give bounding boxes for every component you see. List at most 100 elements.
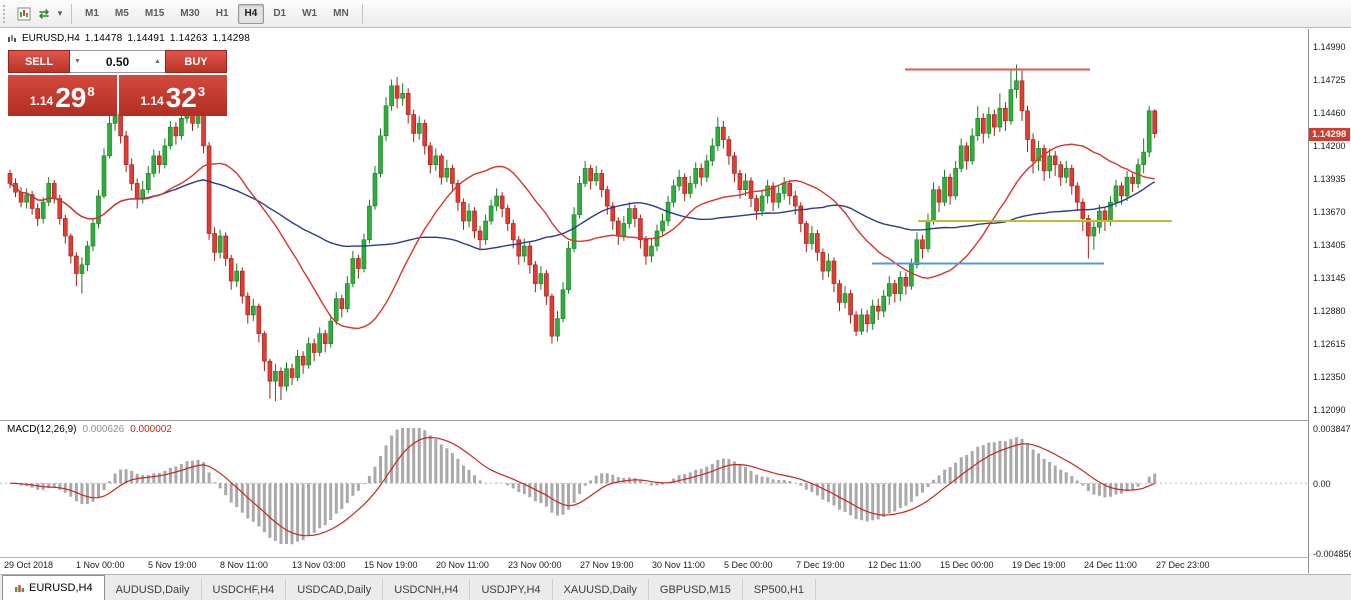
panel-separator[interactable] bbox=[0, 420, 1351, 421]
chart-window-icon bbox=[8, 34, 16, 42]
macd-name: MACD(12,26,9) bbox=[7, 424, 77, 435]
tab-usdchf-h4[interactable]: USDCHF,H4 bbox=[202, 579, 287, 600]
macd-panel[interactable] bbox=[0, 421, 1308, 557]
tab-gbpusd-m15[interactable]: GBPUSD,M15 bbox=[649, 579, 743, 600]
chart-tab-icon bbox=[15, 584, 24, 592]
chart-icon[interactable] bbox=[14, 4, 34, 24]
timeframe-m5-button[interactable]: M5 bbox=[108, 4, 136, 24]
macd-histogram bbox=[14, 428, 1157, 545]
time-axis-label: 5 Dec 00:00 bbox=[724, 560, 773, 570]
price-axis-label: 1.13935 bbox=[1313, 174, 1346, 185]
price-axis-label: 1.14990 bbox=[1313, 42, 1346, 52]
tab-label: USDCNH,H4 bbox=[394, 583, 459, 596]
macd-axis-label: -0.004856 bbox=[1313, 548, 1351, 559]
price-axis-label: 1.13670 bbox=[1313, 207, 1346, 218]
price-axis-label: 1.13145 bbox=[1313, 272, 1346, 283]
time-axis-label: 7 Dec 19:00 bbox=[796, 560, 845, 570]
buy-price-panel[interactable]: 1.14 32 3 bbox=[118, 75, 227, 116]
dropdown-caret-icon[interactable]: ▾ bbox=[57, 8, 63, 18]
tab-label: EURUSD,H4 bbox=[29, 582, 93, 594]
moving-average-fast-line bbox=[9, 143, 1155, 330]
timeframe-m15-button[interactable]: M15 bbox=[138, 4, 171, 24]
price-axis-label: 1.12350 bbox=[1313, 372, 1346, 383]
chart-tab-bar: EURUSD,H4 AUDUSD,Daily USDCHF,H4 USDCAD,Dai… bbox=[0, 574, 1351, 600]
bar-high-value: 1.14491 bbox=[127, 33, 165, 44]
tab-label: GBPUSD,M15 bbox=[659, 583, 731, 596]
time-axis-label: 20 Nov 11:00 bbox=[436, 560, 489, 570]
price-axis-label: 1.13405 bbox=[1313, 240, 1346, 251]
timeframe-h4-button[interactable]: H4 bbox=[237, 3, 265, 24]
sell-price-panel[interactable]: 1.14 29 8 bbox=[8, 75, 117, 116]
macd-axis-label: 0.00 bbox=[1313, 478, 1331, 489]
price-axis-label: 1.14200 bbox=[1313, 140, 1346, 151]
timeframe-m1-button[interactable]: M1 bbox=[78, 4, 106, 24]
macd-signal-value: 0.000002 bbox=[130, 424, 172, 435]
time-axis-label: 19 Dec 19:00 bbox=[1012, 560, 1066, 570]
tab-label: XAUUSD,Daily bbox=[563, 583, 637, 596]
time-axis-label: 1 Nov 00:00 bbox=[76, 560, 125, 570]
timeframe-h1-button[interactable]: H1 bbox=[209, 4, 236, 24]
time-axis-label: 24 Dec 11:00 bbox=[1084, 560, 1137, 570]
ask-price-pips: 32 bbox=[165, 82, 197, 113]
tab-label: AUDUSD,Daily bbox=[115, 583, 190, 596]
candles-layer bbox=[7, 80, 1158, 387]
sell-button[interactable]: SELL bbox=[8, 50, 70, 73]
time-axis-label: 23 Nov 00:00 bbox=[508, 560, 562, 570]
timeframe-w1-button[interactable]: W1 bbox=[295, 4, 324, 24]
timeframe-d1-button[interactable]: D1 bbox=[266, 4, 293, 24]
refresh-icon[interactable]: ⇄ bbox=[38, 6, 50, 21]
tab-xauusd-daily[interactable]: XAUUSD,Daily bbox=[553, 579, 649, 600]
lot-size-field[interactable]: ▼ 0.50 ▲ bbox=[70, 50, 165, 73]
buy-button[interactable]: BUY bbox=[165, 50, 227, 73]
time-axis-label: 29 Oct 2018 bbox=[4, 560, 54, 570]
bid-price-pips: 29 bbox=[55, 82, 87, 113]
timeframe-toolbar: M1 M5 M15 M30 H1 H4 D1 W1 MN bbox=[77, 3, 357, 24]
symbol-timeframe-label: EURUSD,H4 bbox=[22, 33, 80, 44]
tab-audusd-daily[interactable]: AUDUSD,Daily bbox=[105, 579, 202, 600]
time-axis-label: 27 Nov 19:00 bbox=[580, 560, 634, 570]
tab-usdcnh-h4[interactable]: USDCNH,H4 bbox=[383, 579, 471, 600]
bid-price-fraction: 8 bbox=[87, 84, 95, 99]
time-axis-label: 8 Nov 11:00 bbox=[220, 560, 268, 570]
top-toolbar: ⇄ ▾ M1 M5 M15 M30 H1 H4 D1 W1 MN bbox=[0, 0, 1351, 28]
bid-price-prefix: 1.14 bbox=[29, 94, 54, 108]
chart-title: EURUSD,H4 1.14478 1.14491 1.14263 1.1429… bbox=[7, 33, 250, 44]
tab-usdjpy-h4[interactable]: USDJPY,H4 bbox=[470, 579, 553, 600]
macd-main-value: 0.000626 bbox=[82, 424, 125, 435]
toolbar-separator bbox=[71, 3, 72, 24]
main-chart[interactable] bbox=[0, 29, 1308, 420]
toolbar-grip[interactable] bbox=[3, 4, 9, 23]
tab-label: USDCAD,Daily bbox=[297, 583, 372, 596]
time-axis-label: 30 Nov 11:00 bbox=[652, 560, 705, 570]
lot-size-value[interactable]: 0.50 bbox=[105, 54, 130, 69]
tab-usdcad-daily[interactable]: USDCAD,Daily bbox=[286, 579, 384, 600]
price-axis-label: 1.12880 bbox=[1313, 306, 1346, 317]
tab-eurusd-h4[interactable]: EURUSD,H4 bbox=[2, 575, 105, 600]
time-axis[interactable]: 29 Oct 2018 1 Nov 00:00 5 Nov 19:00 8 Nov 1… bbox=[0, 558, 1308, 573]
one-click-trading-panel: SELL ▼ 0.50 ▲ BUY 1.14 29 8 1.14 32 3 bbox=[8, 50, 227, 116]
time-axis-label: 15 Dec 00:00 bbox=[940, 560, 994, 570]
bar-close-value: 1.14298 bbox=[212, 33, 251, 44]
lot-decrease-button[interactable]: ▼ bbox=[74, 58, 81, 65]
moving-average-slow-line bbox=[9, 179, 1156, 251]
price-axis-label: 1.12090 bbox=[1313, 405, 1346, 415]
timeframe-mn-button[interactable]: MN bbox=[326, 4, 356, 24]
lot-increase-button[interactable]: ▲ bbox=[154, 58, 161, 65]
ask-price-fraction: 3 bbox=[197, 84, 206, 99]
tab-sp500-h1[interactable]: SP500,H1 bbox=[743, 579, 816, 600]
time-axis-label: 27 Dec 23:00 bbox=[1156, 560, 1210, 570]
price-axis[interactable]: 1.14990 1.14725 1.14460 1.14200 1.13935 1.136… bbox=[1309, 29, 1351, 573]
timeframe-m30-button[interactable]: M30 bbox=[173, 4, 206, 24]
macd-signal-line bbox=[9, 436, 1155, 537]
tab-label: SP500,H1 bbox=[753, 583, 804, 596]
tab-label: USDJPY,H4 bbox=[481, 583, 541, 596]
price-axis-label: 1.14725 bbox=[1313, 75, 1346, 86]
toolbar-separator bbox=[361, 3, 363, 24]
current-price-tag: 1.14298 bbox=[1309, 127, 1350, 141]
time-axis-label: 5 Nov 19:00 bbox=[148, 560, 197, 570]
macd-indicator-label: MACD(12,26,9) 0.000626 0.000002 bbox=[7, 424, 172, 435]
time-axis-separator bbox=[0, 557, 1351, 558]
bar-low-value: 1.14263 bbox=[169, 33, 208, 44]
ask-price-prefix: 1.14 bbox=[140, 94, 164, 108]
